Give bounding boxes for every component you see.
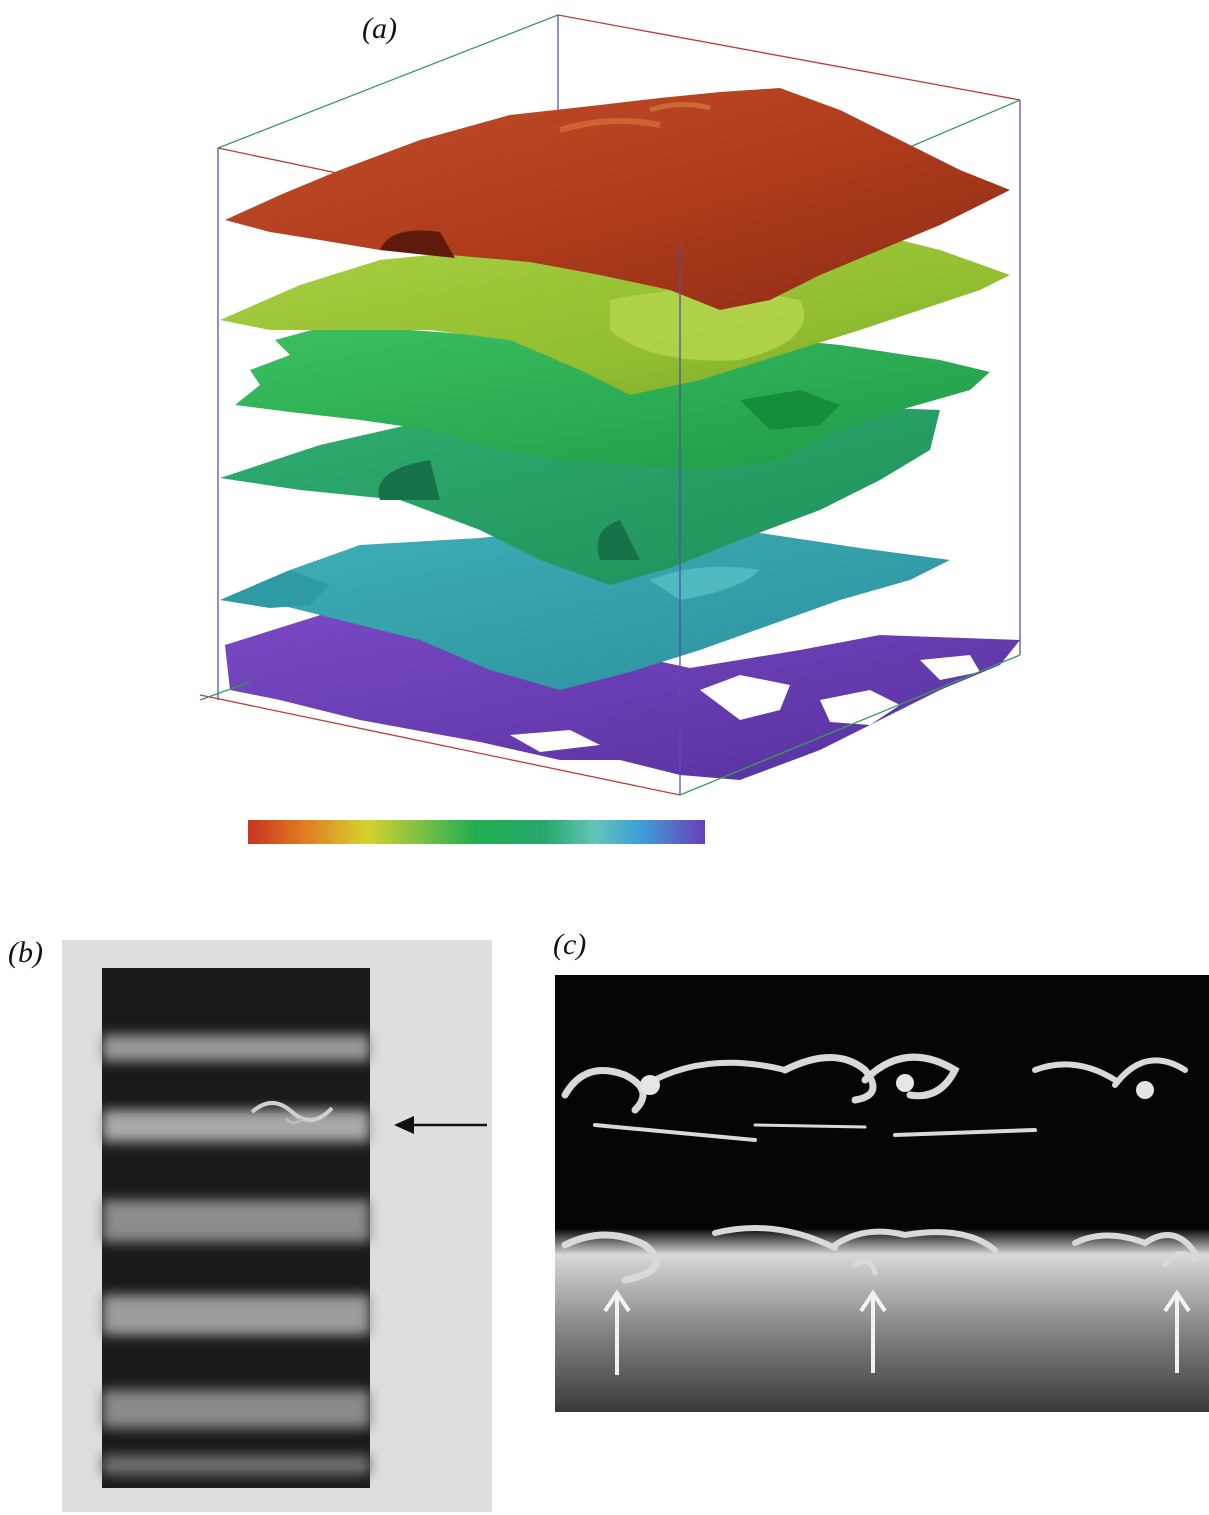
panel-label-b: (b) xyxy=(8,936,43,969)
shadowgraph-image xyxy=(62,940,492,1512)
white-arrows xyxy=(603,1289,1191,1375)
layer-green xyxy=(235,325,990,470)
panel-b-shadowgraph-figure xyxy=(62,940,492,1512)
layer-cyan xyxy=(220,525,950,690)
layer-red xyxy=(225,88,1010,310)
filament-image xyxy=(555,975,1209,1412)
arrow-indicator xyxy=(394,1116,487,1134)
panel-label-a: (a) xyxy=(362,12,397,45)
layer-purple xyxy=(225,612,1020,780)
colorbar xyxy=(248,820,705,844)
panel-a-isosurface-figure xyxy=(180,0,1060,860)
isosurface-3d-render xyxy=(199,14,1021,844)
panel-c-filament-image xyxy=(555,975,1209,1412)
panel-label-c: (c) xyxy=(553,928,587,961)
